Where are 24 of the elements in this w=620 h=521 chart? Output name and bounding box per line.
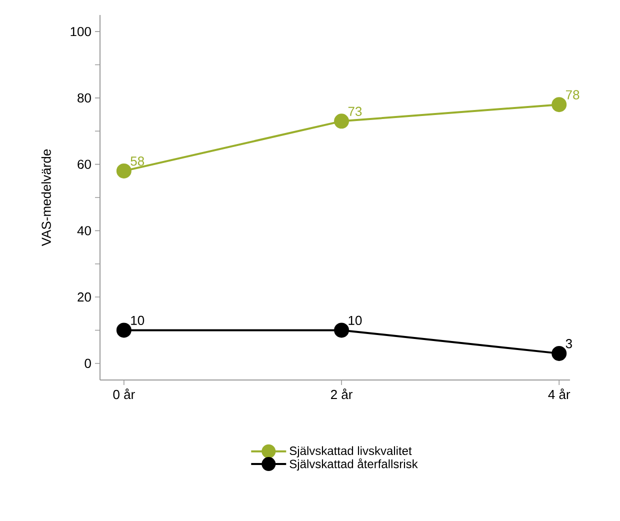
y-tick-label: 20 <box>78 292 91 302</box>
y-tick-label: 0 <box>84 358 91 368</box>
data-label: 73 <box>348 106 362 116</box>
point <box>116 163 132 178</box>
x-tick-label: 4 år <box>548 388 570 400</box>
y-tick-label: 80 <box>78 93 91 103</box>
legend-label: Självskattad livskvalitet <box>290 446 412 458</box>
point <box>334 114 350 129</box>
point <box>116 322 132 338</box>
y-tick-label: 60 <box>78 160 91 169</box>
data-label: 58 <box>130 156 144 166</box>
y-tick-label: 100 <box>70 26 91 36</box>
y-axis-title: VAS-medelvärde <box>41 149 51 246</box>
legend-label: Självskattad återfallsrisk <box>290 458 418 471</box>
point <box>552 346 567 361</box>
x-tick-label: 2 år <box>330 388 352 400</box>
data-label: 3 <box>566 339 572 348</box>
x-tick-label: 0 år <box>113 388 135 400</box>
data-label: 78 <box>566 90 580 100</box>
point <box>552 97 567 112</box>
y-tick-label: 40 <box>77 226 91 236</box>
data-label: 10 <box>348 316 362 326</box>
point <box>334 322 350 338</box>
data-label: 10 <box>131 316 144 326</box>
